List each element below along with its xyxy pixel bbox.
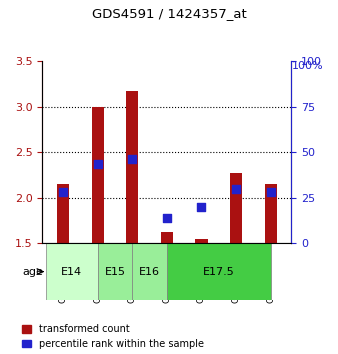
Point	[61, 189, 66, 195]
FancyBboxPatch shape	[98, 243, 132, 300]
Text: 100%: 100%	[291, 61, 323, 71]
Legend: transformed count, percentile rank within the sample: transformed count, percentile rank withi…	[22, 324, 204, 349]
Text: E15: E15	[104, 267, 126, 276]
Point	[95, 161, 100, 167]
Text: E16: E16	[139, 267, 160, 276]
FancyBboxPatch shape	[132, 243, 167, 300]
Text: age: age	[22, 267, 43, 276]
Bar	[265, 184, 277, 243]
FancyBboxPatch shape	[46, 243, 98, 300]
Bar	[92, 107, 104, 243]
Point	[268, 189, 273, 195]
Point	[199, 204, 204, 210]
Point	[130, 156, 135, 161]
Bar	[230, 173, 242, 243]
Text: E14: E14	[61, 267, 82, 276]
Bar	[161, 232, 173, 243]
Text: GDS4591 / 1424357_at: GDS4591 / 1424357_at	[92, 7, 246, 20]
Point	[233, 187, 239, 192]
Bar	[126, 91, 138, 243]
Bar	[195, 239, 208, 243]
Bar	[57, 184, 69, 243]
Text: E17.5: E17.5	[203, 267, 235, 276]
FancyBboxPatch shape	[167, 243, 271, 300]
Point	[164, 215, 170, 221]
